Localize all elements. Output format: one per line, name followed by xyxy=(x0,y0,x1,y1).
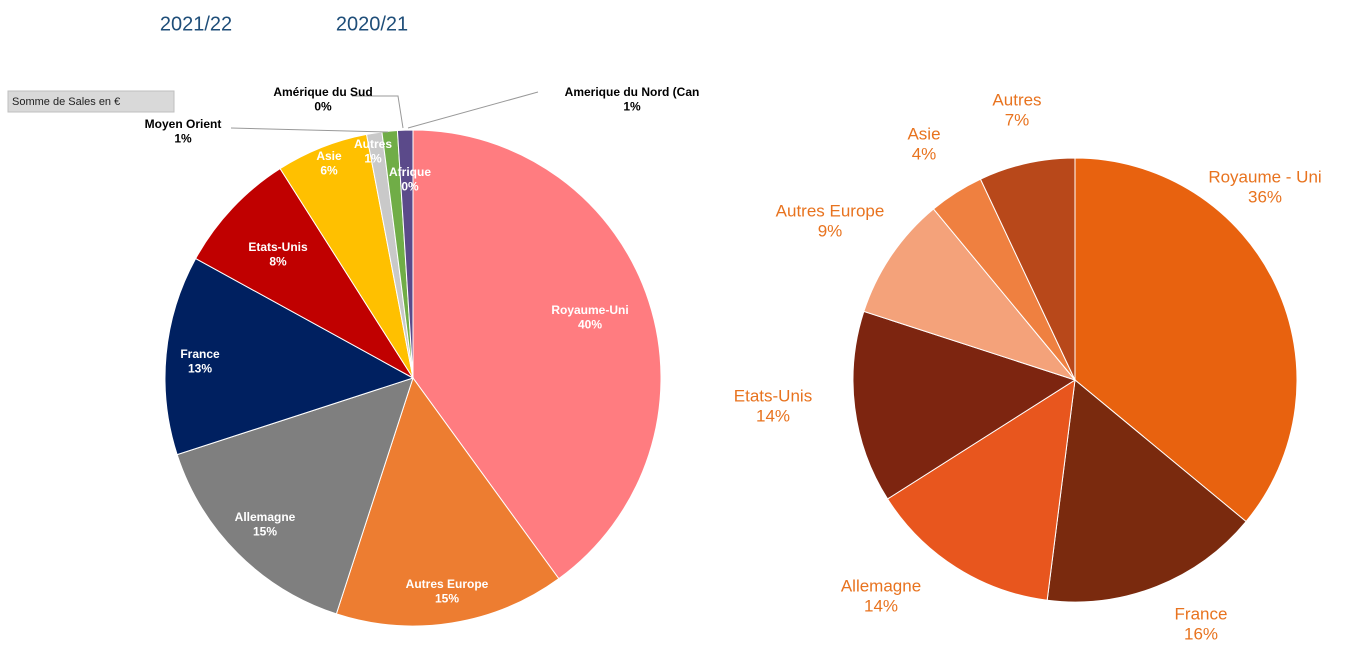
leader-line xyxy=(352,95,404,129)
slice-label: Royaume-Uni xyxy=(551,303,628,317)
pie-slice xyxy=(852,310,1077,500)
pie-slice xyxy=(176,377,414,615)
pie-slice xyxy=(335,376,560,627)
pie-slice xyxy=(412,129,662,580)
slice-value-label: 1% xyxy=(623,99,641,113)
slice-value-label: 1% xyxy=(174,131,192,145)
pie-slice xyxy=(863,208,1077,382)
slice-value-label: 13% xyxy=(188,361,212,375)
chart-title: 2021/22 xyxy=(160,13,232,35)
slice-label: France xyxy=(1175,604,1228,623)
slice-value-label: 15% xyxy=(435,591,459,605)
slice-label: Etats-Unis xyxy=(248,240,308,254)
slice-value-label: 14% xyxy=(864,597,898,616)
slice-value-label: 7% xyxy=(1005,111,1030,130)
slice-value-label: 0% xyxy=(314,99,332,113)
slice-value-label: 8% xyxy=(269,254,287,268)
slice-label: Autres xyxy=(992,90,1041,109)
slice-value-label: 40% xyxy=(578,317,602,331)
pie-slice xyxy=(396,129,414,379)
slice-value-label: 1% xyxy=(364,151,382,165)
field-button[interactable] xyxy=(7,90,175,113)
field-button-label: Somme de Sales en € xyxy=(12,96,120,108)
slice-value-label: 14% xyxy=(756,407,790,426)
slice-label: Autres Europe xyxy=(406,577,489,591)
slice-value-label: 9% xyxy=(818,222,843,241)
chart-title: 2020/21 xyxy=(336,13,408,35)
slice-label: Asie xyxy=(316,149,342,163)
slice-label: Afrique xyxy=(389,165,431,179)
slice-label: Allemagne xyxy=(235,510,296,524)
pie-slice xyxy=(886,379,1076,601)
leader-line xyxy=(230,127,389,133)
slice-label: Moyen Orient xyxy=(145,117,222,131)
slice-label: Etats-Unis xyxy=(734,386,812,405)
slice-label: Amerique du Nord (Can xyxy=(565,85,700,99)
pie-slice xyxy=(164,257,415,456)
slice-label: France xyxy=(180,347,220,361)
slice-label: Asie xyxy=(907,124,940,143)
slice-label: Autres xyxy=(354,137,392,151)
leader-line xyxy=(407,91,539,129)
slice-label: Royaume - Uni xyxy=(1208,167,1321,186)
pie-slice xyxy=(979,157,1076,381)
slice-value-label: 16% xyxy=(1184,625,1218,644)
slice-label: Amérique du Sud xyxy=(273,85,372,99)
slice-value-label: 15% xyxy=(253,524,277,538)
slice-value-label: 0% xyxy=(401,179,419,193)
pie-slice xyxy=(194,167,414,379)
slice-label: Allemagne xyxy=(841,576,921,595)
slice-label: Autres Europe xyxy=(776,201,885,220)
slice-value-label: 4% xyxy=(912,145,937,164)
slice-value-label: 36% xyxy=(1248,188,1282,207)
slice-value-label: 6% xyxy=(320,163,338,177)
pie-slice xyxy=(1046,379,1247,603)
pie-slice xyxy=(1074,157,1298,523)
